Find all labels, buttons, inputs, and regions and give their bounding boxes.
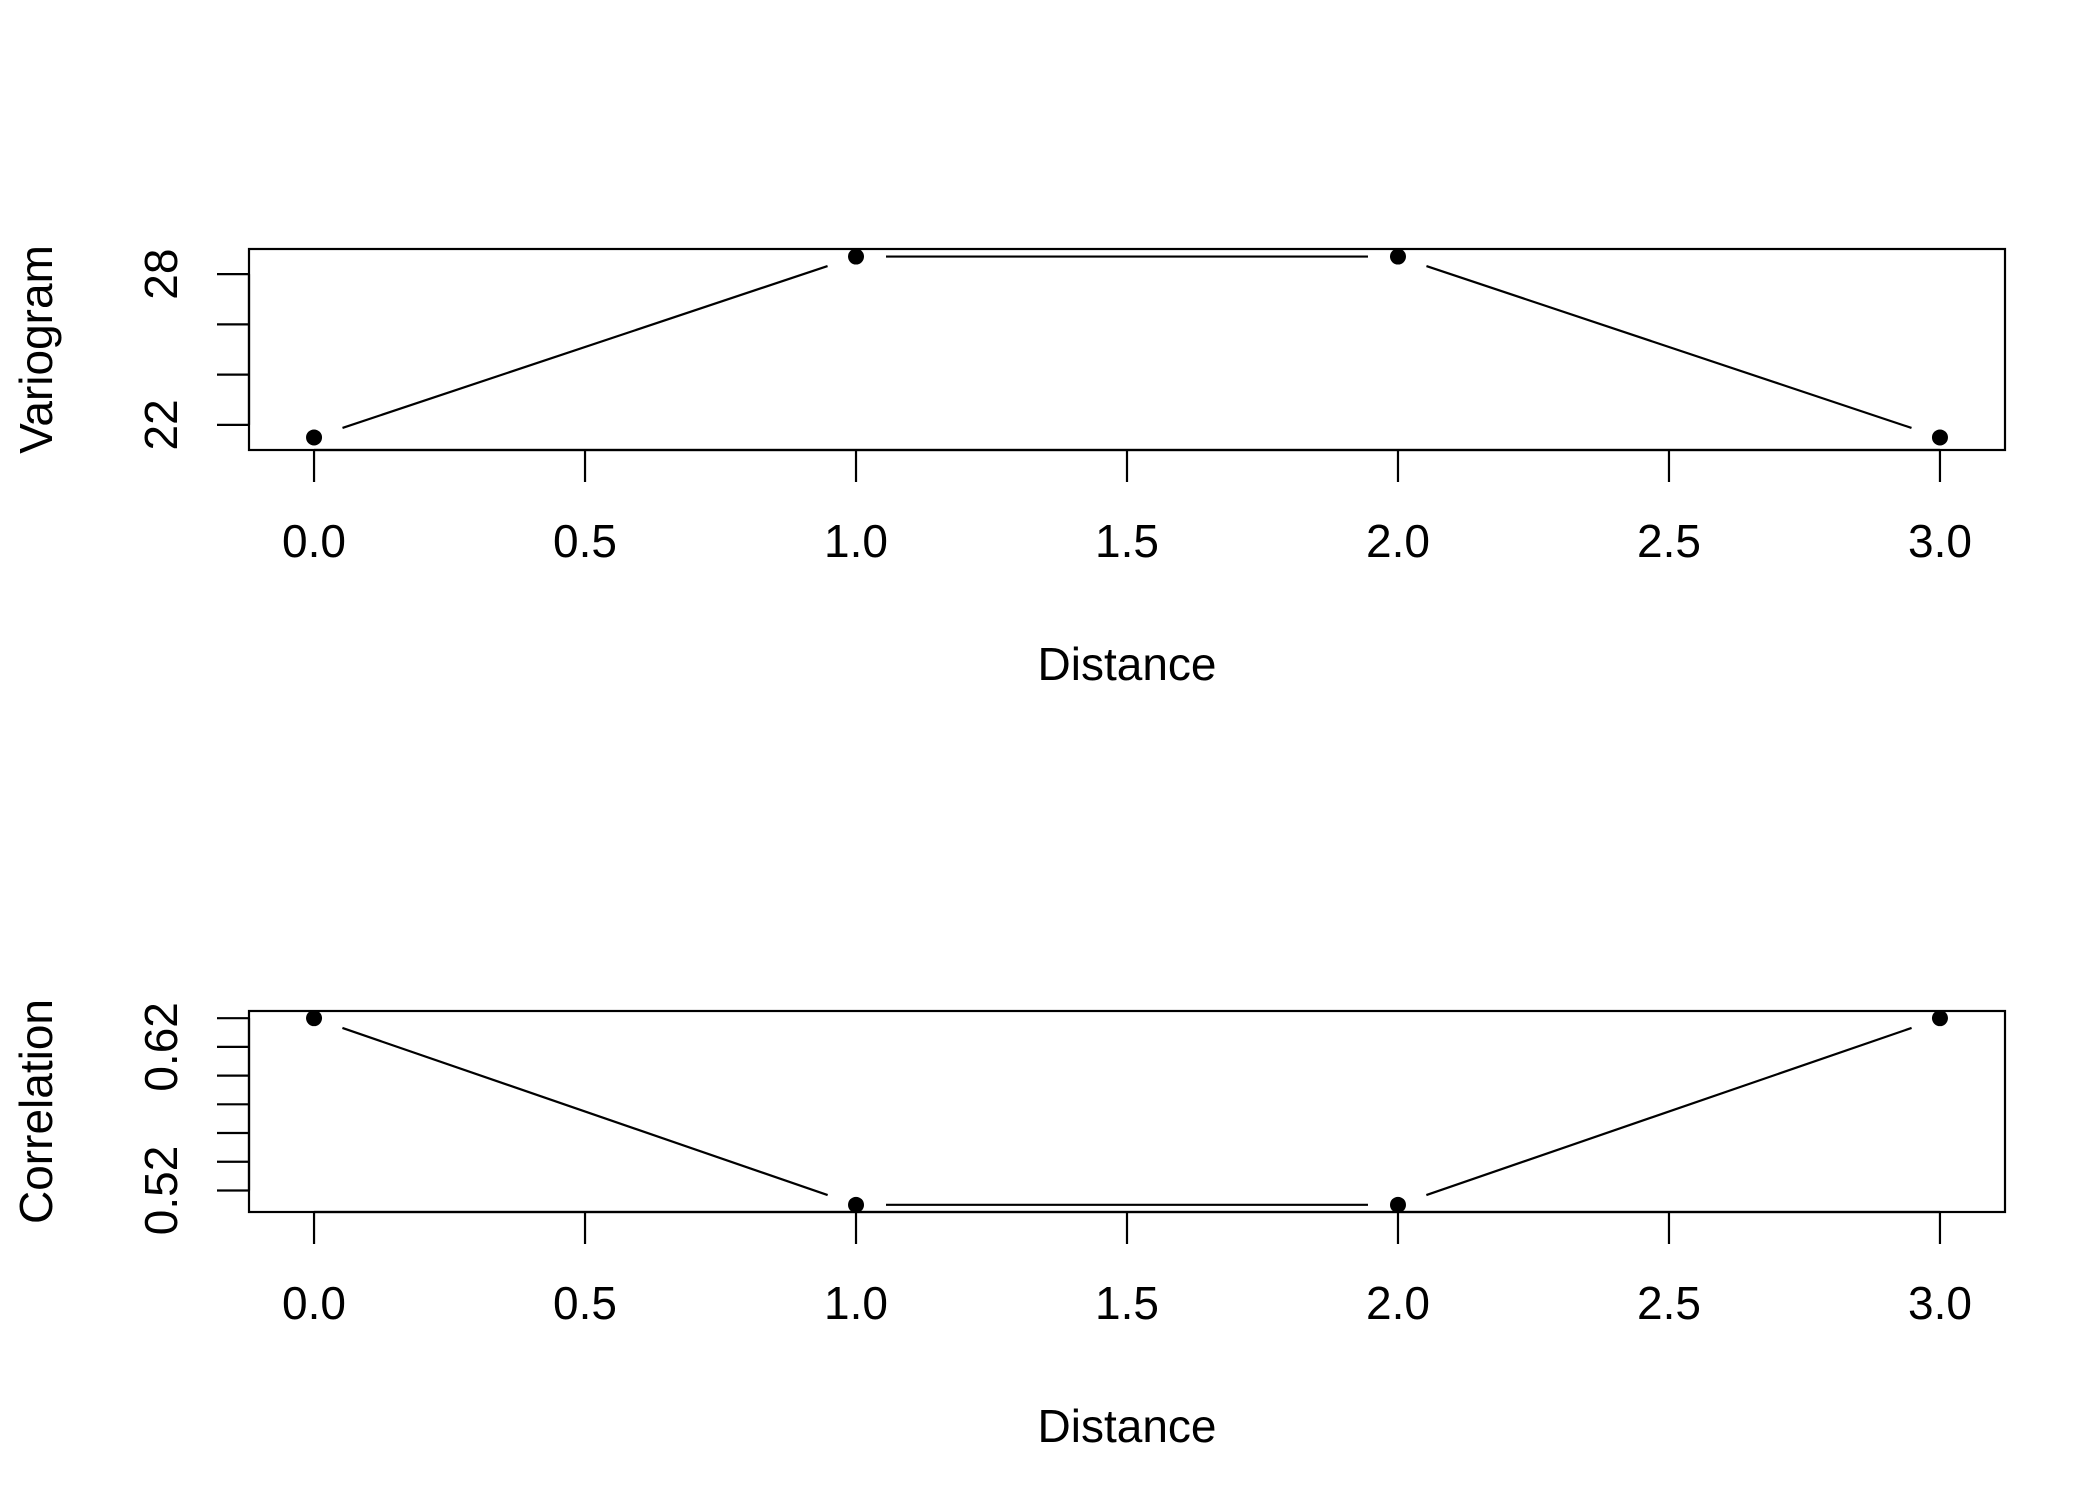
data-point bbox=[306, 1010, 323, 1027]
series-segment bbox=[1426, 264, 1912, 429]
data-point bbox=[848, 1196, 865, 1213]
series-segment bbox=[342, 264, 828, 429]
x-tick-label: 2.0 bbox=[1366, 1277, 1430, 1329]
x-tick-label: 3.0 bbox=[1908, 1277, 1972, 1329]
x-tick-label: 0.0 bbox=[282, 1277, 346, 1329]
x-tick-label: 0.5 bbox=[553, 515, 617, 567]
x-axis-title: Distance bbox=[1038, 1400, 1217, 1452]
x-tick-label: 1.5 bbox=[1095, 515, 1159, 567]
data-point bbox=[848, 248, 865, 265]
x-tick-label: 1.0 bbox=[824, 515, 888, 567]
plot-panel-2: 0.0 0.5 1.0 1.5 2.0 2.5 3.0 Distance 0.52 0.62 Cor… bbox=[10, 999, 2007, 1452]
y-tick-label: 0.52 bbox=[135, 1146, 187, 1236]
x-tick-label: 0.0 bbox=[282, 515, 346, 567]
data-point bbox=[1931, 429, 1948, 446]
x-tick-label: 1.5 bbox=[1095, 1277, 1159, 1329]
x-tick-label: 2.5 bbox=[1637, 515, 1701, 567]
series-segment bbox=[1425, 1026, 1912, 1197]
series-segment bbox=[342, 1026, 829, 1197]
x-tick-label: 2.0 bbox=[1366, 515, 1430, 567]
y-tick-label: 0.62 bbox=[135, 1002, 187, 1092]
y-tick-label: 22 bbox=[135, 399, 187, 450]
y-axis-title: Correlation bbox=[10, 999, 62, 1224]
x-tick-label: 0.5 bbox=[553, 1277, 617, 1329]
x-axis-title: Distance bbox=[1038, 638, 1217, 690]
data-point bbox=[1389, 1196, 1406, 1213]
y-tick-label: 28 bbox=[135, 249, 187, 300]
plot-panel-1: 0.0 0.5 1.0 1.5 2.0 2.5 3.0 Distance 22 28 Variogr… bbox=[10, 245, 2007, 690]
y-axis-title: Variogram bbox=[10, 245, 62, 454]
x-tick-label: 2.5 bbox=[1637, 1277, 1701, 1329]
x-tick-label: 3.0 bbox=[1908, 515, 1972, 567]
data-point bbox=[1931, 1010, 1948, 1027]
x-tick-label: 1.0 bbox=[824, 1277, 888, 1329]
data-point bbox=[1389, 248, 1406, 265]
data-point bbox=[306, 429, 323, 446]
